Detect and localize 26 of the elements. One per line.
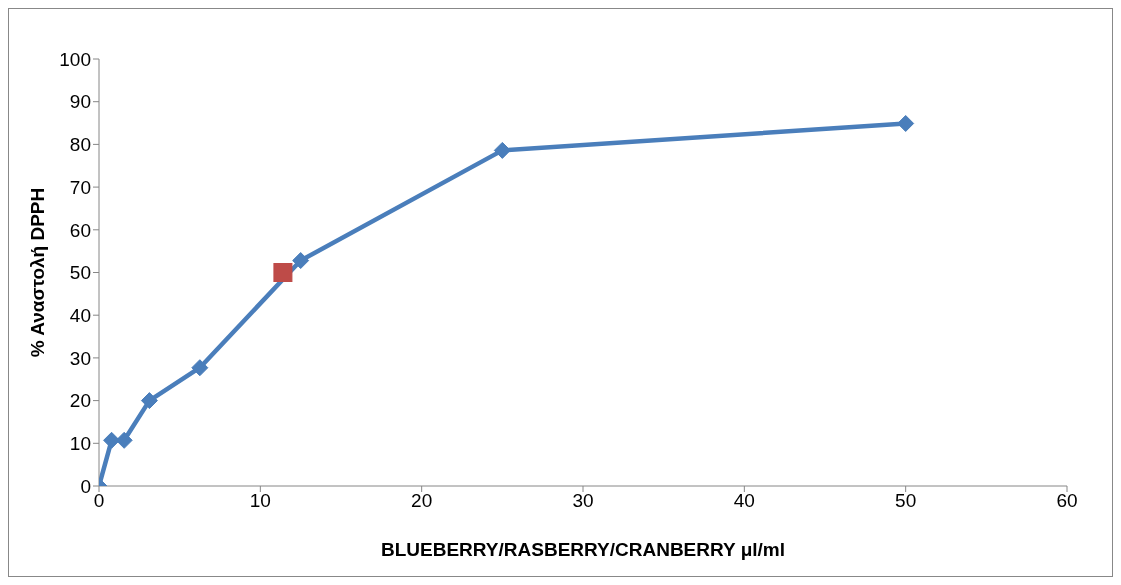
x-tick-label: 10 — [249, 490, 271, 512]
y-tick-label: 20 — [69, 390, 91, 412]
x-axis-title: BLUEBERRY/RASBERRY/CRANBERRY μl/ml — [381, 539, 785, 560]
x-tick-label: 40 — [733, 490, 755, 512]
x-tick-label: 50 — [895, 490, 917, 512]
point — [897, 114, 915, 132]
x-tick-label: 0 — [93, 490, 105, 512]
x-tick-label: 30 — [572, 490, 594, 512]
y-tick-label: 50 — [69, 262, 91, 284]
y-tick-label: 40 — [69, 304, 91, 326]
point — [140, 392, 158, 410]
y-tick-label: 90 — [69, 91, 91, 113]
y-tick-label: 100 — [59, 48, 91, 70]
y-tick-label: 80 — [69, 134, 91, 156]
point — [292, 252, 310, 270]
x-tick-label: 20 — [411, 490, 433, 512]
x-tick-label: 60 — [1056, 490, 1078, 512]
y-axis-title: % Αναστολή DPPH — [26, 187, 48, 358]
y-tick-label: 60 — [69, 219, 91, 241]
point — [191, 359, 209, 377]
point — [493, 141, 511, 159]
point — [273, 263, 293, 282]
y-tick-label: 0 — [80, 475, 91, 497]
y-tick-label: 30 — [69, 347, 91, 369]
y-tick-label: 70 — [69, 176, 91, 198]
y-tick-label: 10 — [69, 433, 91, 455]
